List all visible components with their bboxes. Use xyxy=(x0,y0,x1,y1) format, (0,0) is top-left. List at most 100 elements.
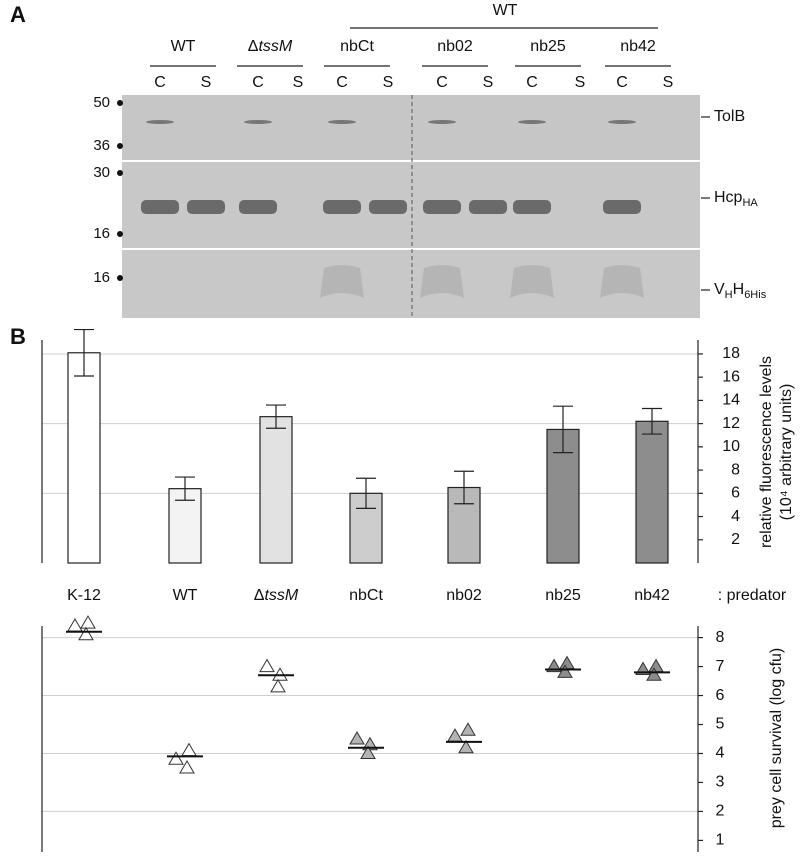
y-tick-label: 6 xyxy=(731,485,740,502)
band-label-part: H xyxy=(725,289,733,301)
fraction-label: S xyxy=(663,74,674,91)
y-tick-label: 3 xyxy=(716,774,725,791)
point xyxy=(67,618,83,632)
lane-label: nb02 xyxy=(437,38,473,55)
band xyxy=(513,200,551,214)
band-label: HcpHA xyxy=(714,189,758,209)
band xyxy=(244,120,272,124)
y-tick-label: 7 xyxy=(716,658,725,675)
band-label: TolB xyxy=(714,108,745,125)
band xyxy=(600,265,644,298)
bar xyxy=(259,416,293,564)
band-label: VHH6His xyxy=(714,281,767,301)
fraction-label: C xyxy=(252,74,264,91)
y-tick-label: 18 xyxy=(722,345,740,362)
group-label: WT xyxy=(493,2,518,19)
marker-dot xyxy=(117,143,123,149)
band-label-part: V xyxy=(714,281,725,298)
category-label: K-12 xyxy=(67,587,101,604)
fraction-label: S xyxy=(293,74,304,91)
category-label: nbCt xyxy=(349,587,383,604)
point xyxy=(168,751,184,765)
band xyxy=(423,200,461,214)
category-label: WT xyxy=(173,587,198,604)
y-tick-label: 10 xyxy=(722,438,740,455)
lane-label: WT xyxy=(171,38,196,55)
band xyxy=(323,200,361,214)
band xyxy=(141,200,179,214)
point xyxy=(360,745,376,759)
fraction-label: C xyxy=(526,74,538,91)
y-tick-label: 6 xyxy=(716,687,725,704)
error-bar xyxy=(175,476,195,501)
y-axis-label: (10⁴ arbitrary units) xyxy=(778,384,795,521)
error-bar xyxy=(74,328,94,377)
band xyxy=(239,200,277,214)
band xyxy=(518,120,546,124)
point xyxy=(559,655,575,670)
band-label-part: TolB xyxy=(714,108,745,125)
lane-label: nbCt xyxy=(340,38,374,55)
fraction-label: C xyxy=(154,74,166,91)
predator-label: : predator xyxy=(718,587,787,604)
y-tick-label: 16 xyxy=(722,368,740,385)
point xyxy=(179,759,195,774)
band-label-part: HA xyxy=(742,197,758,209)
y-tick-label: 8 xyxy=(731,461,740,478)
error-bar xyxy=(454,470,474,505)
point xyxy=(259,658,275,673)
band xyxy=(469,200,507,214)
point xyxy=(272,667,288,681)
y-tick-label: 5 xyxy=(716,716,725,733)
marker-label: 30 xyxy=(93,164,110,181)
y-axis-label: relative fluorescence levels xyxy=(758,356,775,548)
band-label-part: 6His xyxy=(744,289,767,301)
point xyxy=(349,731,365,745)
band-label-part: H xyxy=(733,281,745,298)
category-label: ΔtssM xyxy=(254,587,299,604)
category-label: nb25 xyxy=(545,587,581,604)
point xyxy=(648,658,664,673)
blot-panel xyxy=(122,95,700,160)
y-tick-label: 4 xyxy=(716,745,725,762)
marker-dot xyxy=(117,100,123,106)
fraction-label: C xyxy=(616,74,628,91)
y-axis-label: prey cell survival (log cfu) xyxy=(768,648,785,829)
point xyxy=(80,615,96,629)
lane-label: ΔtssM xyxy=(248,38,293,55)
category-label: nb42 xyxy=(634,587,670,604)
fraction-label: S xyxy=(483,74,494,91)
lane-label: nb25 xyxy=(530,38,566,55)
error-bar xyxy=(356,477,376,510)
y-tick-label: 2 xyxy=(731,531,740,548)
band xyxy=(428,120,456,124)
band xyxy=(510,265,554,298)
band xyxy=(320,265,364,298)
bar xyxy=(67,352,101,564)
error-bar xyxy=(266,404,286,429)
y-tick-label: 1 xyxy=(716,832,725,849)
band-label-part: Hcp xyxy=(714,189,743,206)
y-tick-label: 14 xyxy=(722,392,740,409)
y-tick-label: 12 xyxy=(722,415,740,432)
panel-label: A xyxy=(10,2,26,27)
fraction-label: S xyxy=(201,74,212,91)
category-label: nb02 xyxy=(446,587,482,604)
point xyxy=(557,664,573,678)
fraction-label: C xyxy=(436,74,448,91)
marker-label: 16 xyxy=(93,269,110,286)
band xyxy=(187,200,225,214)
y-tick-label: 8 xyxy=(716,629,725,646)
band xyxy=(146,120,174,124)
fraction-label: C xyxy=(336,74,348,91)
marker-label: 36 xyxy=(93,137,110,154)
bar xyxy=(168,488,202,564)
point xyxy=(460,722,476,736)
lane-label: nb42 xyxy=(620,38,656,55)
marker-label: 50 xyxy=(93,94,110,111)
error-bar xyxy=(553,405,573,454)
band xyxy=(608,120,636,124)
error-bar xyxy=(642,407,662,435)
